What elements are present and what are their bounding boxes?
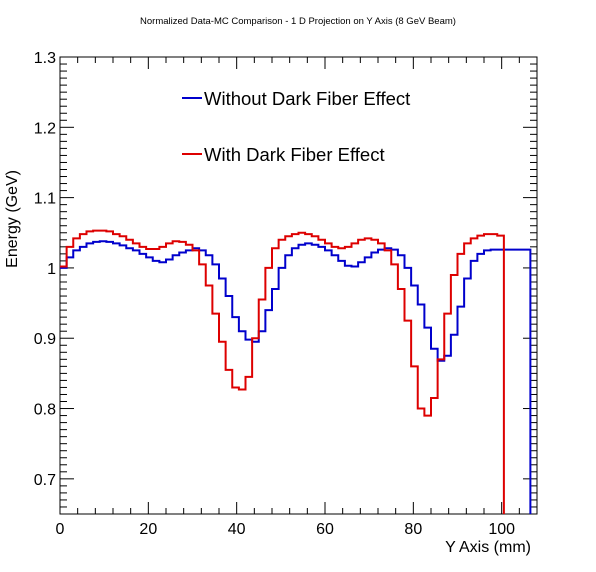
axis-ticks	[60, 57, 537, 514]
y-tick-label: 0.8	[34, 402, 56, 419]
y-tick-label: 1.3	[34, 50, 56, 67]
x-tick-label: 80	[404, 521, 422, 538]
y-tick-label: 0.9	[34, 331, 56, 348]
x-tick-labels: 0 20 40 60 80 100	[56, 521, 516, 538]
plot-frame	[60, 57, 537, 514]
x-tick-label: 60	[316, 521, 334, 538]
x-tick-label: 20	[139, 521, 157, 538]
legend-label-with: With Dark Fiber Effect	[204, 144, 385, 165]
x-tick-label: 100	[488, 521, 515, 538]
y-tick-label: 1.1	[34, 191, 56, 208]
series-layer	[60, 231, 530, 514]
y-tick-labels: 0.7 0.8 0.9 1 1.1 1.2 1.3	[34, 50, 56, 489]
y-tick-label: 0.7	[34, 472, 56, 489]
series-line-1	[60, 231, 504, 514]
chart-title: Normalized Data-MC Comparison - 1 D Proj…	[140, 16, 456, 27]
y-tick-label: 1.2	[34, 120, 56, 137]
y-tick-label: 1	[47, 261, 56, 278]
x-tick-label: 0	[56, 521, 65, 538]
y-axis-label: Energy (GeV)	[4, 170, 21, 268]
series-line-0	[60, 241, 530, 514]
legend-label-without: Without Dark Fiber Effect	[204, 88, 410, 109]
legend: Without Dark Fiber Effect With Dark Fibe…	[182, 88, 410, 165]
x-tick-label: 40	[228, 521, 246, 538]
x-axis-label: Y Axis (mm)	[445, 539, 531, 556]
